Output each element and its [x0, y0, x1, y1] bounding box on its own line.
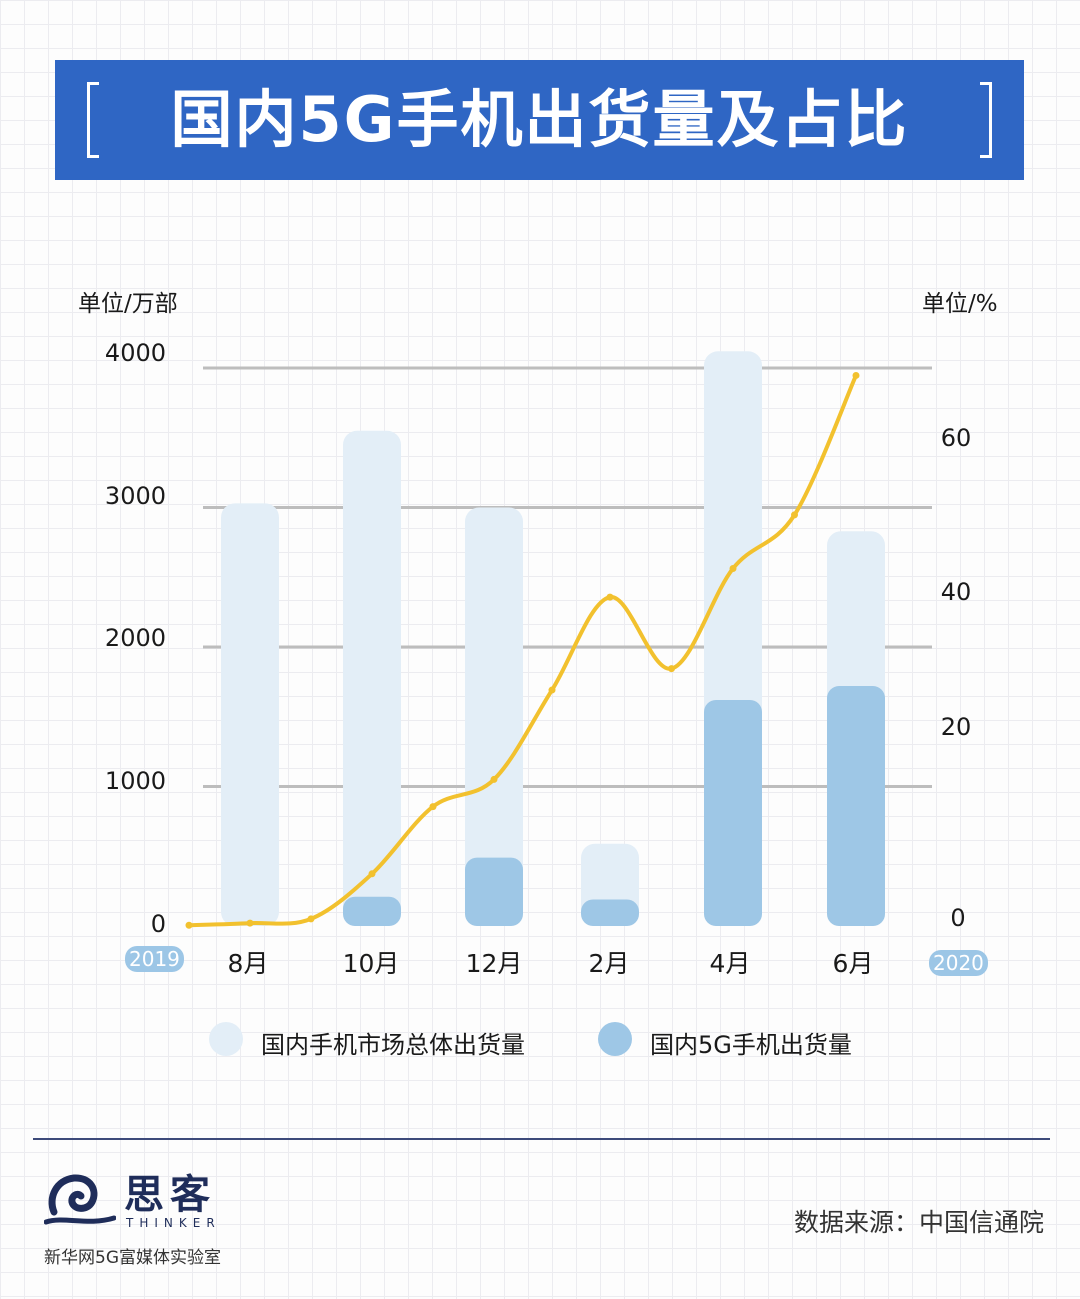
- legend-swatch-total: [209, 1022, 243, 1056]
- line-point-5: [490, 775, 498, 783]
- line-point-8: [668, 665, 675, 673]
- line-point-1: [246, 919, 254, 927]
- chart-area: 单位/万部 单位/% 0 1000 2000 3000 4000 0 20 40…: [78, 291, 998, 978]
- y-left-axis-label: 单位/万部: [78, 291, 178, 317]
- legend-label-total: 国内手机市场总体出货量: [261, 1031, 525, 1059]
- line-point-10: [791, 511, 798, 519]
- footer-divider: [33, 1138, 1050, 1140]
- thinker-logo: 思客 THINKER: [44, 1162, 244, 1242]
- y-right-tick-60: 60: [940, 424, 972, 452]
- x-tick-aug: 8月: [227, 949, 269, 978]
- y-right-tick-20: 20: [940, 713, 972, 741]
- line-point-3: [368, 870, 376, 878]
- left-bracket-decoration: [87, 82, 99, 158]
- x-tick-jun: 6月: [832, 949, 874, 978]
- bar-5g-3: [581, 899, 639, 926]
- y-left-tick-3000: 3000: [104, 482, 166, 510]
- y-right-tick-40: 40: [940, 578, 972, 606]
- legend-item-total: 国内手机市场总体出货量: [209, 1022, 549, 1059]
- legend-item-5g: 国内5G手机出货量: [598, 1022, 878, 1059]
- bar-5g-4: [704, 700, 762, 926]
- title-banner: 国内5G手机出货量及占比: [55, 60, 1024, 180]
- logo-text-cn: 思客: [124, 1171, 216, 1218]
- x-tick-feb: 2月: [588, 949, 630, 978]
- line-point-0: [185, 921, 193, 929]
- line-point-6: [548, 686, 556, 694]
- y-left-tick-1000: 1000: [104, 767, 166, 795]
- logo-text-en: THINKER: [126, 1216, 221, 1230]
- bar-5g-2: [465, 857, 523, 926]
- x-tick-apr: 4月: [709, 949, 751, 978]
- bar-total-1: [343, 430, 401, 926]
- chart-legend: 国内手机市场总体出货量 国内5G手机出货量: [0, 1010, 1080, 1070]
- lab-name: 新华网5G富媒体实验室: [44, 1248, 221, 1268]
- year-badge-2019: 2019: [125, 946, 184, 972]
- legend-swatch-5g: [598, 1022, 632, 1056]
- y-right-tick-0: 0: [950, 904, 966, 932]
- x-tick-dec: 12月: [465, 949, 523, 978]
- x-tick-oct: 10月: [342, 949, 400, 978]
- page-title: 国内5G手机出货量及占比: [170, 83, 909, 156]
- bar-total-0: [221, 503, 279, 926]
- data-source: 数据来源：中国信通院: [793, 1208, 1044, 1237]
- line-point-11: [852, 371, 860, 379]
- year-badge-2020: 2020: [929, 950, 988, 976]
- bar-5g-1: [343, 896, 401, 926]
- line-point-2: [307, 915, 315, 923]
- line-point-4: [429, 803, 437, 811]
- bar-5g-5: [827, 686, 885, 926]
- chart-svg: [185, 351, 932, 929]
- y-right-axis-label: 单位/%: [922, 291, 998, 317]
- y-left-tick-2000: 2000: [104, 624, 166, 652]
- y-left-tick-4000: 4000: [104, 339, 166, 367]
- thinker-swirl-icon: [44, 1174, 116, 1225]
- right-bracket-decoration: [980, 82, 992, 158]
- line-point-9: [729, 565, 737, 572]
- legend-label-5g: 国内5G手机出货量: [650, 1031, 852, 1059]
- y-left-tick-0: 0: [150, 910, 166, 938]
- line-point-7: [606, 593, 614, 601]
- bar-total-2: [465, 507, 523, 926]
